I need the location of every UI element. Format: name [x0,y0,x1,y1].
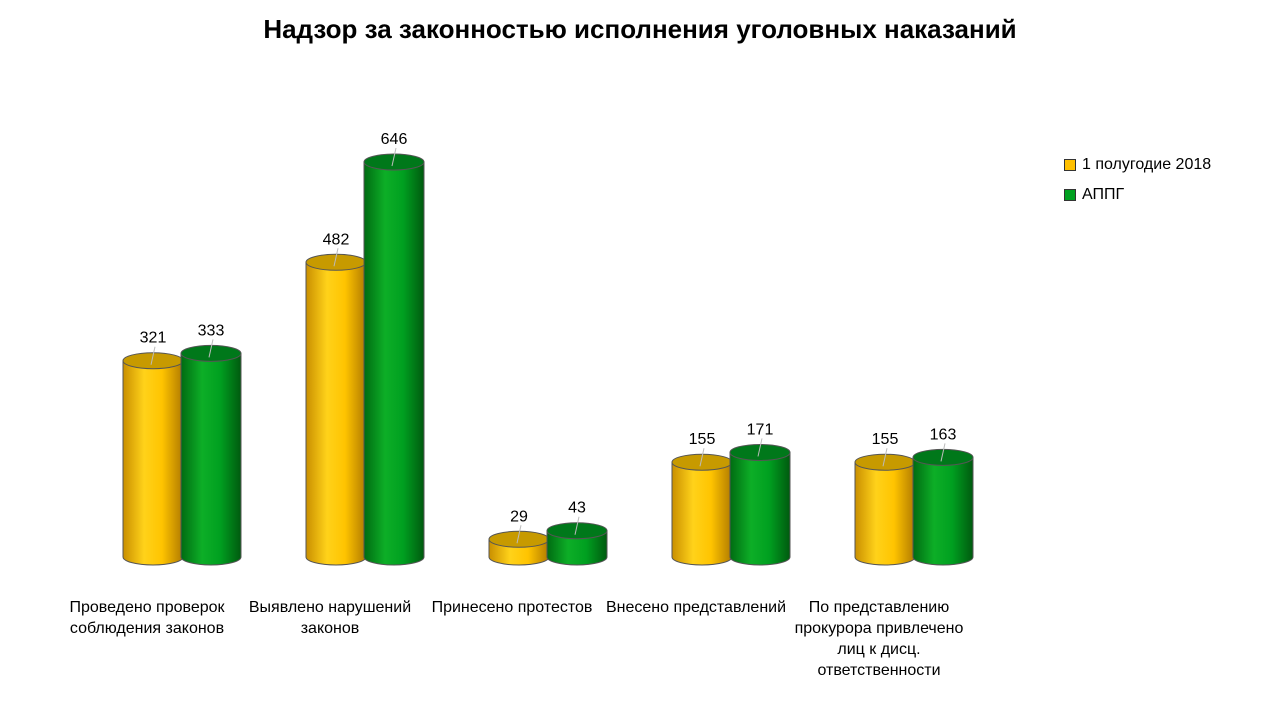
legend-label-series-1: 1 полугодие 2018 [1082,156,1212,173]
leader-line-1-3 [516,525,522,544]
bar-2-2 [363,153,425,566]
leader-line-1-1 [150,346,156,365]
data-label-2-4: 171 [747,421,774,438]
bar-1-1 [122,352,184,566]
leader-line-2-2 [391,147,397,167]
bar-2-3 [546,522,608,566]
leader-line-2-5 [940,443,946,462]
bar-body-2-3 [546,530,608,566]
data-label-2-1: 333 [198,322,225,339]
data-label-1-4: 155 [689,431,716,448]
bar-2-1 [180,344,242,566]
data-label-1-2: 482 [323,231,350,248]
bar-top-2-1 [180,344,242,362]
bar-top-2-5 [912,448,974,466]
leader-line-1-2 [333,248,339,267]
data-label-2-5: 163 [930,426,957,443]
bar-top-2-4 [729,443,791,461]
data-label-1-3: 29 [510,508,528,525]
bar-body-1-4 [671,461,733,566]
bar-body-1-5 [854,461,916,566]
data-label-2-3: 43 [568,500,586,517]
legend-swatch-series-2 [1064,189,1076,201]
bar-1-4 [671,453,733,566]
bar-1-5 [854,453,916,566]
category-label-1: Проведено проверок соблюдения законов [69,599,225,637]
bar-body-2-1 [180,352,242,566]
legend-item-series-1: 1 полугодие 2018 [1064,150,1211,180]
category-label-4: Внесено представлений [605,599,787,616]
leader-line-2-3 [574,516,580,535]
bar-top-2-2 [363,153,425,171]
chart-title: Надзор за законностью исполнения уголовн… [263,14,1017,44]
bar-body-1-2 [305,261,367,566]
leader-line-2-1 [208,339,214,358]
category-label-5: По представлению прокурора привлечено ли… [794,599,964,679]
category-label-2: Выявлено нарушений законов [248,599,412,637]
bar-2-5 [912,448,974,566]
leader-line-2-4 [757,438,763,457]
data-label-1-5: 155 [872,431,899,448]
bar-1-2 [305,253,367,566]
bar-body-1-1 [122,360,184,566]
bar-top-2-3 [546,522,608,540]
legend: 1 полугодие 2018 АППГ [1064,150,1211,210]
bar-body-2-4 [729,451,791,566]
legend-swatch-series-1 [1064,159,1076,171]
bar-body-2-2 [363,161,425,566]
bar-body-2-5 [912,456,974,566]
category-label-3: Принесено протестов [431,599,593,616]
bar-2-4 [729,443,791,566]
leader-line-1-4 [699,448,705,467]
legend-item-series-2: АППГ [1064,180,1211,210]
legend-label-series-2: АППГ [1082,186,1125,203]
data-label-1-1: 321 [140,330,167,347]
data-label-2-2: 646 [381,131,408,148]
leader-line-1-5 [882,448,888,467]
